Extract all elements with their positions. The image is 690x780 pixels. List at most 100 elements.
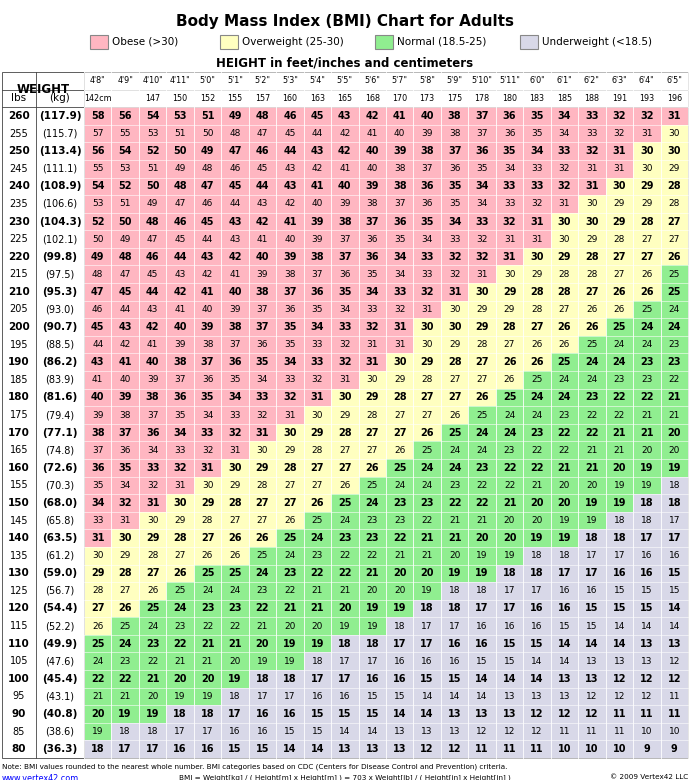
Bar [139,388,166,406]
Text: 14: 14 [503,674,516,684]
Text: 49: 49 [175,165,186,173]
Text: 21: 21 [257,622,268,630]
Text: 155: 155 [10,480,28,491]
Bar [248,495,276,512]
Text: 21: 21 [366,569,379,578]
Text: 39: 39 [201,322,215,332]
Bar [359,547,386,565]
Text: 30: 30 [558,217,571,226]
Bar [221,688,248,705]
Bar [221,600,248,617]
Bar [606,512,633,530]
Bar [276,336,304,353]
Text: 41: 41 [257,235,268,243]
Text: 43: 43 [201,252,215,262]
Bar [469,512,496,530]
Text: (kg): (kg) [50,94,70,104]
Bar [276,565,304,582]
Text: 90: 90 [12,709,26,719]
Text: 23: 23 [530,427,544,438]
Text: 29: 29 [641,200,653,208]
Text: 19: 19 [393,604,406,614]
Text: 33: 33 [229,410,241,420]
Bar [221,582,248,600]
Text: 11: 11 [530,744,544,754]
Bar [112,512,139,530]
Text: Note: BMI values rounded to the nearest whole number. BMI categories based on CD: Note: BMI values rounded to the nearest … [2,764,507,771]
Text: 44: 44 [92,340,104,349]
Text: 26: 26 [339,480,351,490]
Bar [112,617,139,635]
Bar [386,617,413,635]
Bar [606,283,633,300]
Text: 18: 18 [559,551,570,560]
Bar [304,178,331,195]
Bar [660,582,688,600]
Text: 24: 24 [640,322,653,332]
Bar [221,530,248,547]
Text: 23: 23 [559,410,570,420]
Text: (54.4): (54.4) [42,604,78,614]
Bar [523,107,551,125]
Text: 30: 30 [338,392,352,402]
Text: Underweight (<18.5): Underweight (<18.5) [542,37,652,47]
Bar [221,512,248,530]
Text: 40: 40 [173,322,187,332]
Text: 16: 16 [339,692,351,701]
Text: 30: 30 [585,217,599,226]
Text: 49: 49 [201,146,215,156]
Text: 17: 17 [201,727,213,736]
Text: 13: 13 [559,692,570,701]
Bar [660,530,688,547]
Text: 38: 38 [310,252,324,262]
Bar [276,107,304,125]
Text: 21: 21 [531,480,543,490]
Bar [578,723,606,740]
Text: 17: 17 [475,604,489,614]
Text: 27: 27 [448,392,462,402]
Bar [606,336,633,353]
Text: 35: 35 [448,181,462,191]
Text: 33: 33 [393,287,406,297]
Text: 21: 21 [448,533,462,543]
Text: 23: 23 [366,533,379,543]
Text: 31: 31 [530,217,544,226]
Text: 19: 19 [448,569,462,578]
Text: 47: 47 [175,200,186,208]
Bar [248,265,276,283]
Text: 18: 18 [394,622,406,630]
Bar [386,530,413,547]
Text: 20: 20 [256,639,269,649]
Bar [578,582,606,600]
Text: 16: 16 [504,622,515,630]
Text: 22: 22 [586,410,598,420]
Text: 36: 36 [420,181,434,191]
Text: 140: 140 [8,533,30,543]
Text: 24: 24 [503,427,516,438]
Text: 43: 43 [338,111,352,121]
Bar [551,582,578,600]
Text: 12: 12 [420,744,434,754]
Text: 54: 54 [91,181,104,191]
Text: 22: 22 [504,480,515,490]
Text: 32: 32 [613,129,625,138]
Text: 5'1": 5'1" [227,76,243,85]
Bar [496,740,523,758]
Text: 27: 27 [91,604,104,614]
Bar [469,441,496,459]
Text: 42: 42 [228,252,242,262]
Text: 32: 32 [338,357,352,367]
Bar [248,371,276,388]
Bar [304,688,331,705]
Text: 22: 22 [585,427,599,438]
Bar [496,213,523,230]
Text: 36: 36 [146,427,159,438]
Text: WEIGHT: WEIGHT [17,83,70,96]
Text: 38: 38 [146,392,159,402]
Text: 85: 85 [13,727,26,736]
Bar [469,300,496,318]
Text: 33: 33 [475,217,489,226]
Text: 52: 52 [91,217,104,226]
Bar [469,565,496,582]
Text: 11: 11 [613,709,626,719]
